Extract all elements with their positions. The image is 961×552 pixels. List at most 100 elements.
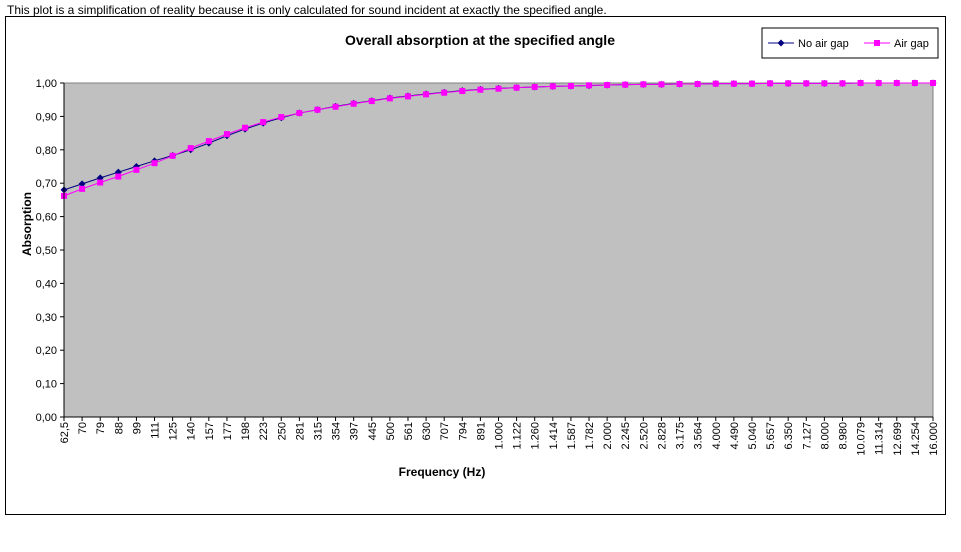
data-point xyxy=(404,93,411,100)
x-axis-ticks: 62,5 70 79 88 99 111 125 140 157 177 198 223 250 281 3… xyxy=(59,417,940,456)
x-tick-label: 707 xyxy=(439,422,451,440)
data-point xyxy=(875,80,882,86)
data-point xyxy=(242,124,249,131)
x-tick-label: 79 xyxy=(95,422,107,434)
data-point xyxy=(423,91,430,98)
x-tick-label: 1.260 xyxy=(530,422,542,450)
x-tick-label: 354 xyxy=(331,422,343,440)
data-point xyxy=(767,80,774,87)
x-tick-label: 891 xyxy=(475,422,487,440)
legend-label: Air gap xyxy=(894,38,929,50)
data-point xyxy=(115,173,122,180)
data-point xyxy=(604,82,611,89)
y-tick-label: 0,60 xyxy=(36,212,57,224)
x-tick-label: 397 xyxy=(349,422,361,440)
x-tick-label: 88 xyxy=(113,422,125,434)
x-tick-label: 125 xyxy=(168,422,180,440)
x-tick-label: 11.314 xyxy=(874,422,886,455)
x-tick-label: 630 xyxy=(421,422,433,440)
data-point xyxy=(893,80,900,86)
data-point xyxy=(930,80,936,86)
data-point xyxy=(730,80,737,87)
data-point xyxy=(676,81,683,88)
y-axis-label: Absorption xyxy=(20,192,34,256)
data-point xyxy=(694,81,701,88)
x-tick-label: 3.564 xyxy=(693,422,705,450)
data-point xyxy=(911,80,918,86)
series-layer xyxy=(60,79,937,199)
data-point xyxy=(513,84,520,91)
data-point xyxy=(368,98,375,105)
x-tick-label: 1.587 xyxy=(566,422,578,450)
data-point xyxy=(350,100,357,107)
data-point xyxy=(712,80,719,87)
y-tick-label: 0,20 xyxy=(36,345,57,357)
x-tick-label: 10.079 xyxy=(856,422,868,456)
x-tick-label: 223 xyxy=(258,422,270,440)
data-point xyxy=(278,114,285,121)
x-axis-label: Frequency (Hz) xyxy=(399,465,486,479)
x-tick-label: 4.000 xyxy=(711,422,723,450)
chart-title: Overall absorption at the specified angl… xyxy=(345,32,615,48)
data-point xyxy=(459,88,466,95)
y-tick-label: 0,40 xyxy=(36,278,57,290)
y-tick-label: 0,70 xyxy=(36,178,57,190)
data-point xyxy=(441,89,448,96)
data-point xyxy=(622,81,629,88)
y-tick-label: 0,50 xyxy=(36,245,57,257)
x-tick-label: 7.127 xyxy=(801,422,813,450)
data-point xyxy=(314,106,321,113)
data-point xyxy=(785,80,792,87)
y-tick-label: 0,10 xyxy=(36,379,57,391)
x-tick-label: 315 xyxy=(312,422,324,440)
chart-note: This plot is a simplification of reality… xyxy=(7,3,607,17)
data-point xyxy=(169,152,176,159)
x-tick-label: 140 xyxy=(186,422,198,440)
data-point xyxy=(260,119,267,126)
x-tick-label: 1.122 xyxy=(512,422,524,450)
x-tick-label: 70 xyxy=(77,422,89,434)
data-point xyxy=(821,80,828,87)
x-tick-label: 794 xyxy=(457,422,469,440)
data-point xyxy=(296,110,303,117)
x-tick-label: 8.980 xyxy=(837,422,849,450)
x-tick-label: 4.490 xyxy=(729,422,741,450)
x-tick-label: 1.000 xyxy=(494,422,506,450)
x-tick-label: 1.414 xyxy=(548,422,560,450)
legend-marker xyxy=(874,40,880,46)
data-point xyxy=(748,80,755,87)
y-axis-ticks: 0,00 0,10 0,20 0,30 0,40 0,50 0,60 0,70 0,80 0,90… xyxy=(36,78,64,424)
data-point xyxy=(151,160,158,167)
x-tick-label: 2.245 xyxy=(620,422,632,450)
y-tick-label: 0,30 xyxy=(36,312,57,324)
legend: No air gap Air gap xyxy=(761,27,939,59)
series-air-gap xyxy=(61,80,936,199)
y-tick-label: 0,80 xyxy=(36,145,57,157)
data-point xyxy=(640,81,647,88)
plot-area xyxy=(63,82,934,418)
data-point xyxy=(205,138,212,145)
data-point xyxy=(857,80,864,86)
data-point xyxy=(187,145,194,152)
y-tick-label: 0,90 xyxy=(36,111,57,123)
x-tick-label: 561 xyxy=(403,422,415,440)
data-point xyxy=(332,103,339,110)
x-tick-label: 250 xyxy=(276,422,288,440)
data-point xyxy=(495,85,502,92)
x-tick-label: 14.254 xyxy=(910,422,922,456)
data-point xyxy=(586,82,593,89)
data-point xyxy=(223,131,230,138)
x-tick-label: 62,5 xyxy=(59,422,71,443)
x-tick-label: 2.000 xyxy=(602,422,614,450)
x-tick-label: 445 xyxy=(367,422,379,440)
x-tick-label: 5.040 xyxy=(747,422,759,450)
data-point xyxy=(567,83,574,90)
y-tick-label: 1,00 xyxy=(36,78,57,90)
data-point xyxy=(477,86,484,93)
x-tick-label: 16.000 xyxy=(928,422,940,456)
y-tick-label: 0,00 xyxy=(36,412,57,424)
x-tick-label: 198 xyxy=(240,422,252,440)
data-point xyxy=(79,185,86,192)
data-point xyxy=(803,80,810,87)
